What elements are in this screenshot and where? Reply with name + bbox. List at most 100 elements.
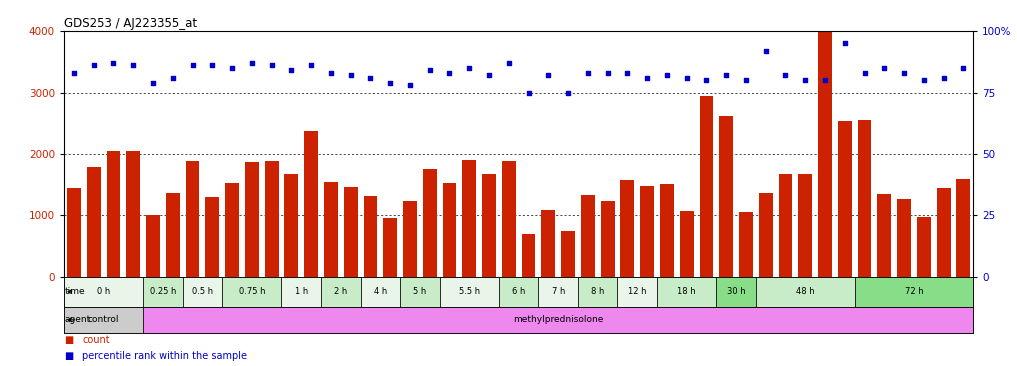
Bar — [126, 152, 140, 277]
Bar — [183, 277, 222, 307]
Point — [737, 77, 754, 83]
Point — [500, 60, 517, 66]
Bar — [86, 167, 101, 277]
Point — [678, 75, 695, 81]
Bar — [107, 151, 120, 277]
Bar — [716, 277, 756, 307]
Text: 6 h: 6 h — [512, 287, 526, 296]
Bar — [657, 277, 716, 307]
Text: 0 h: 0 h — [97, 287, 110, 296]
Text: 5.5 h: 5.5 h — [459, 287, 480, 296]
Point — [66, 70, 82, 76]
Point — [521, 90, 537, 96]
Bar — [538, 277, 578, 307]
Bar — [304, 131, 318, 277]
Point — [402, 82, 418, 88]
Text: GDS253 / AJ223355_at: GDS253 / AJ223355_at — [64, 17, 197, 30]
Text: ■: ■ — [64, 351, 73, 361]
Text: agent: agent — [64, 315, 91, 324]
Point — [915, 77, 932, 83]
Bar — [679, 211, 694, 277]
Point — [718, 72, 734, 78]
Bar — [225, 183, 239, 277]
Point — [777, 72, 793, 78]
Point — [441, 70, 458, 76]
Point — [817, 77, 833, 83]
Bar — [759, 193, 773, 277]
Bar — [779, 173, 792, 277]
Point — [936, 75, 952, 81]
Point — [343, 72, 359, 78]
Bar — [363, 196, 377, 277]
Bar — [143, 277, 183, 307]
Bar — [321, 277, 361, 307]
Text: count: count — [82, 335, 110, 345]
Bar — [719, 116, 733, 277]
Bar — [641, 186, 654, 277]
Bar — [400, 277, 439, 307]
Bar — [222, 277, 282, 307]
Point — [362, 75, 378, 81]
Bar — [324, 182, 338, 277]
Text: 18 h: 18 h — [677, 287, 696, 296]
Point — [877, 65, 893, 71]
Bar — [522, 234, 536, 277]
Bar — [956, 179, 970, 277]
Point — [224, 65, 240, 71]
Point — [896, 70, 912, 76]
Bar — [581, 195, 595, 277]
Text: 8 h: 8 h — [591, 287, 604, 296]
Point — [699, 77, 715, 83]
Text: 48 h: 48 h — [796, 287, 815, 296]
Bar — [897, 199, 911, 277]
Bar — [578, 277, 617, 307]
Bar — [700, 96, 713, 277]
Point — [461, 65, 477, 71]
Bar — [67, 188, 81, 277]
Point — [204, 63, 221, 68]
Bar — [739, 212, 753, 277]
Point — [106, 60, 122, 66]
Point — [599, 70, 615, 76]
Point — [580, 70, 596, 76]
Bar — [561, 231, 575, 277]
Text: ■: ■ — [64, 335, 73, 345]
Bar — [499, 277, 538, 307]
Bar — [439, 277, 499, 307]
Point — [322, 70, 339, 76]
Bar — [285, 173, 298, 277]
Bar — [601, 201, 614, 277]
Text: 12 h: 12 h — [629, 287, 647, 296]
Bar — [282, 277, 321, 307]
Text: 0.75 h: 0.75 h — [239, 287, 265, 296]
Point — [263, 63, 280, 68]
Bar — [344, 187, 358, 277]
Text: 30 h: 30 h — [727, 287, 745, 296]
Point — [481, 72, 497, 78]
Bar — [423, 169, 436, 277]
Point — [797, 77, 814, 83]
Text: 5 h: 5 h — [413, 287, 426, 296]
Text: 2 h: 2 h — [335, 287, 348, 296]
Bar — [463, 160, 476, 277]
Bar — [541, 210, 555, 277]
Bar — [917, 217, 931, 277]
Bar — [818, 32, 832, 277]
Point — [184, 63, 200, 68]
Text: methylprednisolone: methylprednisolone — [513, 315, 603, 324]
Point — [639, 75, 655, 81]
Bar — [857, 120, 872, 277]
Bar — [756, 277, 854, 307]
Bar — [403, 201, 417, 277]
Point — [955, 65, 971, 71]
Bar — [64, 277, 143, 307]
Bar — [620, 180, 635, 277]
Point — [125, 63, 141, 68]
Point — [856, 70, 873, 76]
Text: 4 h: 4 h — [373, 287, 386, 296]
Text: percentile rank within the sample: percentile rank within the sample — [82, 351, 247, 361]
Text: 7 h: 7 h — [551, 287, 564, 296]
Bar — [442, 183, 457, 277]
Point — [619, 70, 636, 76]
Bar — [660, 184, 674, 277]
